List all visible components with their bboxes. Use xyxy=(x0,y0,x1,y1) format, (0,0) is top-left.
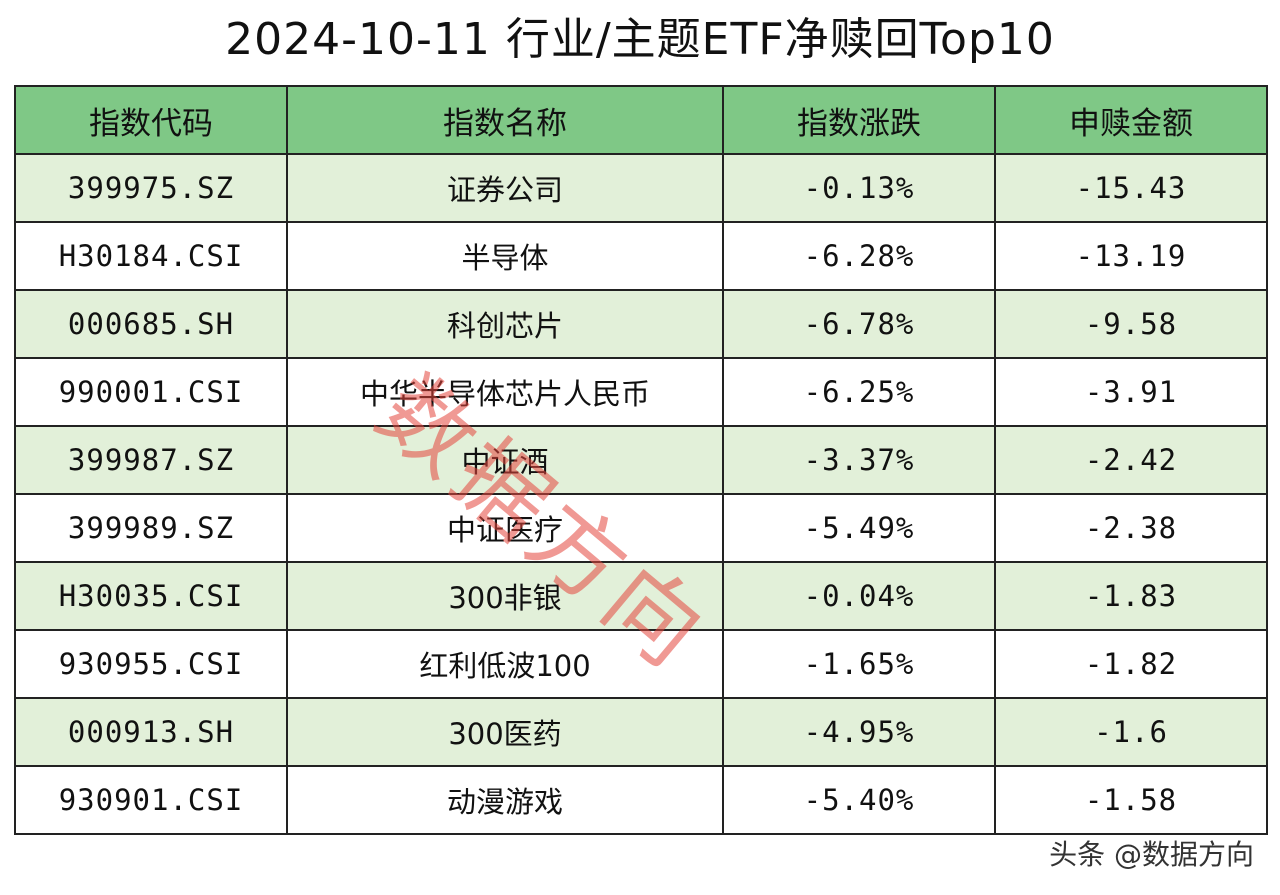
table-row: 930955.CSI 红利低波100 -1.65% -1.82 xyxy=(14,629,1268,699)
index-code-cell: 000913.SH xyxy=(14,697,288,767)
etf-redemption-table: 指数代码 指数名称 指数涨跌 申赎金额 399975.SZ 证券公司 -0.13… xyxy=(14,85,1268,835)
index-name-cell: 科创芯片 xyxy=(286,289,724,359)
table-row: 930901.CSI 动漫游戏 -5.40% -1.58 xyxy=(14,765,1268,835)
column-header-amount: 申赎金额 xyxy=(994,85,1268,155)
index-code-cell: H30035.CSI xyxy=(14,561,288,631)
index-code-cell: 990001.CSI xyxy=(14,357,288,427)
index-change-cell: -6.28% xyxy=(722,221,996,291)
table-row: 399987.SZ 中证酒 -3.37% -2.42 xyxy=(14,425,1268,495)
index-name-cell: 中证酒 xyxy=(286,425,724,495)
column-header-name: 指数名称 xyxy=(286,85,724,155)
index-name-cell: 中华半导体芯片人民币 xyxy=(286,357,724,427)
table-row: 000913.SH 300医药 -4.95% -1.6 xyxy=(14,697,1268,767)
index-code-cell: 399989.SZ xyxy=(14,493,288,563)
index-code-cell: 399975.SZ xyxy=(14,153,288,223)
index-code-cell: 000685.SH xyxy=(14,289,288,359)
table-row: 000685.SH 科创芯片 -6.78% -9.58 xyxy=(14,289,1268,359)
net-amount-cell: -2.38 xyxy=(994,493,1268,563)
index-code-cell: 930955.CSI xyxy=(14,629,288,699)
page-title: 2024-10-11 行业/主题ETF净赎回Top10 xyxy=(225,14,1055,65)
index-name-cell: 证券公司 xyxy=(286,153,724,223)
index-name-cell: 300医药 xyxy=(286,697,724,767)
index-change-cell: -1.65% xyxy=(722,629,996,699)
column-header-code: 指数代码 xyxy=(14,85,288,155)
table-row: 990001.CSI 中华半导体芯片人民币 -6.25% -3.91 xyxy=(14,357,1268,427)
index-code-cell: 930901.CSI xyxy=(14,765,288,835)
index-code-cell: H30184.CSI xyxy=(14,221,288,291)
index-change-cell: -6.25% xyxy=(722,357,996,427)
net-amount-cell: -13.19 xyxy=(994,221,1268,291)
net-amount-cell: -15.43 xyxy=(994,153,1268,223)
index-name-cell: 半导体 xyxy=(286,221,724,291)
index-code-cell: 399987.SZ xyxy=(14,425,288,495)
index-change-cell: -0.13% xyxy=(722,153,996,223)
index-change-cell: -6.78% xyxy=(722,289,996,359)
index-change-cell: -3.37% xyxy=(722,425,996,495)
index-name-cell: 动漫游戏 xyxy=(286,765,724,835)
index-name-cell: 中证医疗 xyxy=(286,493,724,563)
table-row: 399989.SZ 中证医疗 -5.49% -2.38 xyxy=(14,493,1268,563)
table-header-row: 指数代码 指数名称 指数涨跌 申赎金额 xyxy=(14,85,1268,155)
index-name-cell: 300非银 xyxy=(286,561,724,631)
net-amount-cell: -1.6 xyxy=(994,697,1268,767)
index-change-cell: -5.40% xyxy=(722,765,996,835)
index-change-cell: -4.95% xyxy=(722,697,996,767)
net-amount-cell: -1.58 xyxy=(994,765,1268,835)
net-amount-cell: -3.91 xyxy=(994,357,1268,427)
index-change-cell: -5.49% xyxy=(722,493,996,563)
table-row: 399975.SZ 证券公司 -0.13% -15.43 xyxy=(14,153,1268,223)
table-row: H30035.CSI 300非银 -0.04% -1.83 xyxy=(14,561,1268,631)
index-name-cell: 红利低波100 xyxy=(286,629,724,699)
net-amount-cell: -9.58 xyxy=(994,289,1268,359)
table-row: H30184.CSI 半导体 -6.28% -13.19 xyxy=(14,221,1268,291)
column-header-change: 指数涨跌 xyxy=(722,85,996,155)
net-amount-cell: -2.42 xyxy=(994,425,1268,495)
source-credit: 头条 @数据方向 xyxy=(1049,838,1254,871)
net-amount-cell: -1.82 xyxy=(994,629,1268,699)
net-amount-cell: -1.83 xyxy=(994,561,1268,631)
index-change-cell: -0.04% xyxy=(722,561,996,631)
